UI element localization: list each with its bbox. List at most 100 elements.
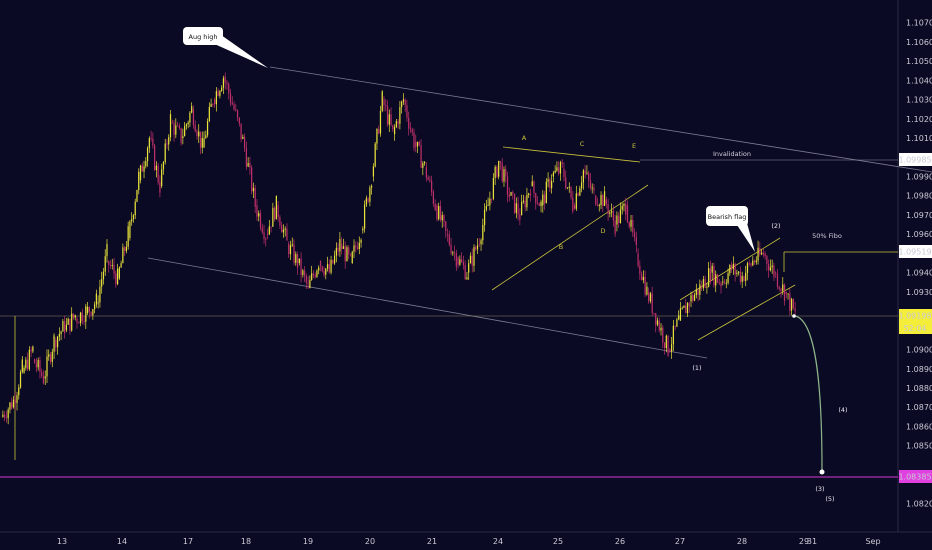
price-axis[interactable]: 1.10700 1.10600 1.10500 1.10400 1.10300 1.102… [906, 19, 932, 509]
candle-body [655, 313, 657, 325]
candle-body [415, 141, 417, 147]
candle-body [542, 194, 544, 206]
candle-body [453, 252, 456, 254]
candle-body [616, 215, 618, 225]
candle-body [369, 187, 371, 202]
candle-body [196, 131, 198, 137]
label-E: E [632, 142, 636, 150]
candle-body [730, 265, 733, 270]
candle-body [242, 136, 244, 139]
candle-body [475, 247, 477, 250]
candle-body [708, 268, 710, 287]
candle-body [348, 247, 350, 255]
candle-body [521, 202, 523, 215]
candle-body [755, 260, 757, 263]
candle-body [598, 205, 600, 206]
candle-body [111, 264, 113, 266]
candle-body [577, 193, 579, 196]
candle-body [102, 271, 105, 280]
candle-body [85, 306, 87, 322]
candle-body [757, 247, 759, 261]
candle-body [794, 308, 796, 312]
candle-body [690, 295, 692, 302]
candle-body [300, 258, 302, 275]
trend-channel [0, 66, 932, 478]
countdown-badge-text: 52:04 [903, 324, 926, 333]
candle-body [732, 263, 734, 269]
aug-high-pointer [210, 30, 268, 68]
projection-path [794, 315, 823, 471]
candle-body [55, 339, 57, 348]
candle-body [168, 137, 170, 145]
wave-4-label: (4) [838, 406, 847, 414]
candle-body [579, 188, 581, 196]
candle-body [67, 318, 69, 325]
y-tick-label: 1.09000 [906, 346, 932, 355]
candle-body [164, 143, 166, 162]
candle-body [700, 288, 703, 289]
candle-body [533, 181, 535, 194]
candle-body [108, 261, 110, 266]
candle-body [614, 220, 616, 234]
target-badge-text: 1.08385 [898, 473, 931, 482]
candle-body [129, 221, 131, 238]
y-tick-label: 1.09300 [906, 288, 932, 297]
candle-body [281, 225, 283, 233]
candle-body [782, 284, 784, 291]
time-axis[interactable]: 131417181920212425262728293031Sep [57, 537, 881, 546]
candle-body [4, 414, 6, 418]
candle-body [565, 177, 567, 188]
candle-body [356, 247, 359, 249]
x-tick-label: 17 [183, 537, 193, 546]
candle-body [346, 247, 348, 262]
invalidation-label: Invalidation [713, 150, 751, 158]
candle-body [536, 203, 539, 205]
candle-body [706, 286, 708, 288]
candle-body [208, 106, 210, 122]
candle-body [337, 247, 339, 252]
candle-body [277, 205, 279, 217]
candle-body [39, 360, 41, 373]
candle-body [309, 279, 311, 288]
invalidation-badge-text: 1.09985 [898, 156, 931, 165]
candle-body [667, 335, 669, 356]
candle-body [702, 279, 704, 289]
candle-body [60, 331, 62, 335]
aug-high-label: Aug high [189, 33, 218, 41]
candle-body [206, 121, 209, 136]
candle-body [563, 168, 565, 178]
bearish-flag-label: Bearish flag [708, 213, 747, 221]
candle-body [53, 335, 55, 352]
candle-body [653, 312, 655, 314]
x-tick-label: 19 [303, 537, 313, 546]
candle-body [191, 106, 193, 113]
candle-body [669, 349, 671, 352]
candle-body [489, 198, 491, 206]
wave-1-label: (1) [692, 364, 701, 372]
candle-body [528, 193, 530, 195]
candle-body [547, 179, 549, 182]
y-tick-label: 1.10100 [906, 134, 932, 143]
candle-body [662, 327, 664, 343]
aug-high-callout: Aug high [183, 27, 268, 68]
candle-body [11, 402, 13, 409]
candle-body [762, 252, 764, 255]
candle-body [332, 259, 334, 264]
candle-body [741, 276, 743, 282]
candle-body [139, 165, 142, 181]
candle-body [44, 376, 46, 379]
candle-body [90, 311, 92, 316]
candle-body [41, 372, 43, 377]
candle-body [268, 226, 270, 235]
y-tick-label: 1.10200 [906, 115, 932, 124]
candle-body [738, 271, 740, 273]
candle-body [729, 265, 731, 274]
candle-body [249, 162, 251, 168]
candle-body [436, 205, 438, 220]
candle-body [633, 232, 636, 238]
candle-body [596, 204, 599, 206]
candle-body [723, 281, 726, 284]
candle-body [776, 273, 779, 287]
candle-body [573, 205, 576, 209]
